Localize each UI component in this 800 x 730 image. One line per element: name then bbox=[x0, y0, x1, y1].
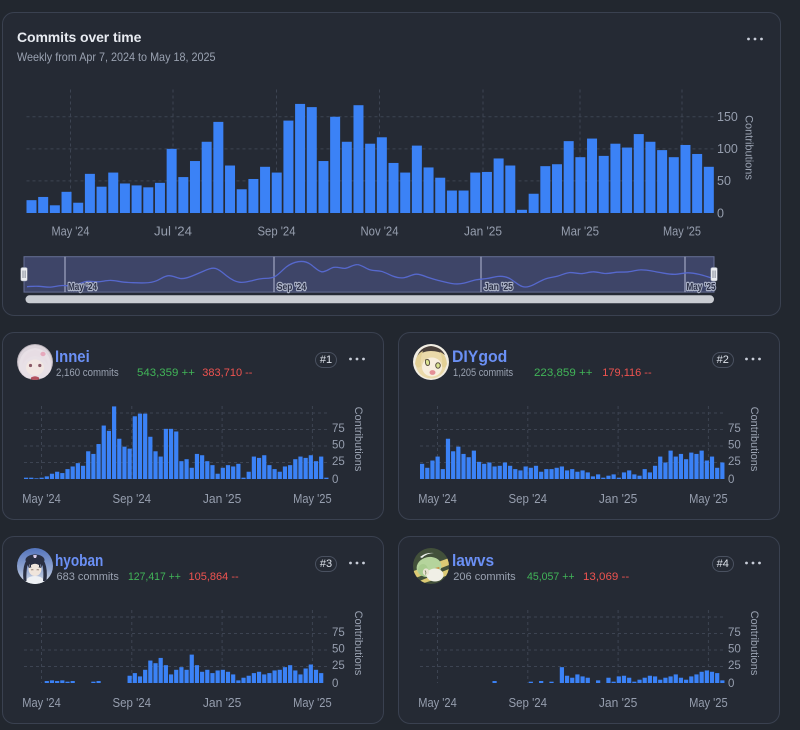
svg-text:Sep '24: Sep '24 bbox=[509, 696, 548, 710]
svg-text:May '24: May '24 bbox=[22, 492, 61, 506]
svg-text:Sep '24: Sep '24 bbox=[257, 224, 295, 238]
svg-text:0: 0 bbox=[717, 206, 724, 220]
svg-text:50: 50 bbox=[728, 439, 741, 451]
svg-text:25: 25 bbox=[332, 660, 345, 672]
svg-text:May '24: May '24 bbox=[68, 282, 97, 293]
svg-text:May '24: May '24 bbox=[419, 492, 458, 506]
svg-text:May '25: May '25 bbox=[293, 696, 332, 710]
svg-text:Contributions: Contributions bbox=[748, 406, 760, 471]
svg-text:Jan '25: Jan '25 bbox=[202, 492, 241, 506]
svg-text:May '24: May '24 bbox=[22, 696, 61, 710]
svg-text:50: 50 bbox=[332, 643, 345, 655]
svg-text:0: 0 bbox=[332, 473, 338, 485]
svg-text:Jan '25: Jan '25 bbox=[484, 282, 513, 293]
svg-text:Jan '25: Jan '25 bbox=[202, 696, 241, 710]
svg-text:Mar '25: Mar '25 bbox=[561, 224, 599, 238]
svg-text:150: 150 bbox=[717, 110, 738, 124]
svg-text:Sep '24: Sep '24 bbox=[112, 492, 151, 506]
svg-text:75: 75 bbox=[728, 627, 741, 639]
svg-text:100: 100 bbox=[717, 142, 738, 156]
svg-text:May '24: May '24 bbox=[51, 224, 89, 238]
svg-text:May '25: May '25 bbox=[293, 492, 332, 506]
svg-text:May '24: May '24 bbox=[419, 696, 458, 710]
svg-text:25: 25 bbox=[728, 660, 741, 672]
svg-text:Jan '25: Jan '25 bbox=[599, 492, 638, 506]
svg-text:May '25: May '25 bbox=[663, 224, 701, 238]
svg-text:Contributions: Contributions bbox=[742, 115, 754, 180]
svg-text:75: 75 bbox=[332, 423, 345, 435]
svg-text:0: 0 bbox=[728, 677, 734, 689]
svg-text:Nov '24: Nov '24 bbox=[360, 224, 398, 238]
svg-text:50: 50 bbox=[728, 643, 741, 655]
svg-text:Sep '24: Sep '24 bbox=[509, 492, 548, 506]
svg-text:25: 25 bbox=[728, 456, 741, 468]
svg-text:25: 25 bbox=[332, 456, 345, 468]
svg-text:May '25: May '25 bbox=[689, 696, 728, 710]
svg-text:75: 75 bbox=[332, 627, 345, 639]
svg-text:May '25: May '25 bbox=[686, 282, 715, 293]
svg-text:0: 0 bbox=[728, 473, 734, 485]
svg-text:Contributions: Contributions bbox=[352, 406, 364, 471]
svg-text:Jul '24: Jul '24 bbox=[154, 224, 192, 238]
svg-text:Jan '25: Jan '25 bbox=[464, 224, 502, 238]
svg-text:Sep '24: Sep '24 bbox=[112, 696, 151, 710]
svg-text:50: 50 bbox=[717, 174, 731, 188]
svg-text:Contributions: Contributions bbox=[352, 610, 364, 675]
svg-text:Sep '24: Sep '24 bbox=[277, 282, 306, 293]
svg-text:75: 75 bbox=[728, 423, 741, 435]
svg-text:Contributions: Contributions bbox=[748, 610, 760, 675]
svg-text:Jan '25: Jan '25 bbox=[599, 696, 638, 710]
svg-text:May '25: May '25 bbox=[689, 492, 728, 506]
svg-text:50: 50 bbox=[332, 439, 345, 451]
svg-text:0: 0 bbox=[332, 677, 338, 689]
